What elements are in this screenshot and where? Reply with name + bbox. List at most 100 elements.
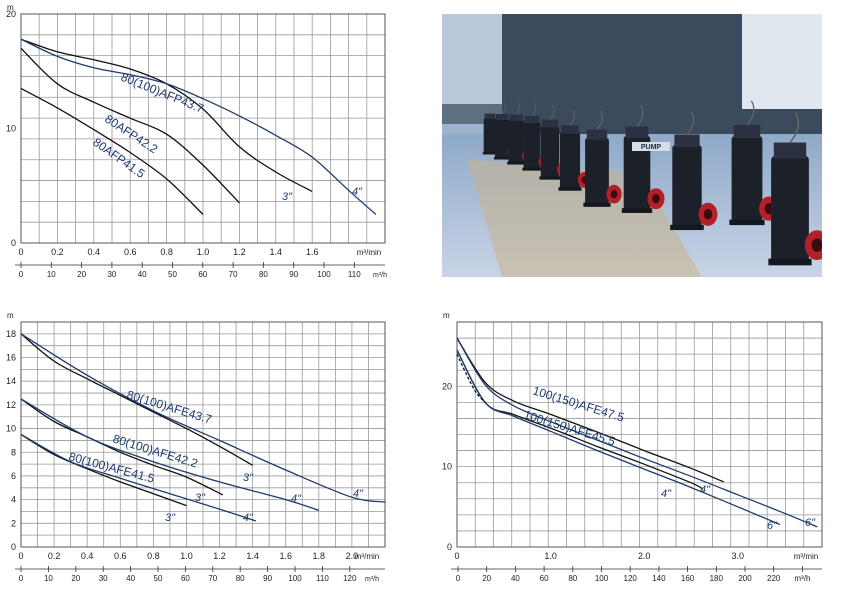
x-tick-label: 1.6 — [279, 551, 292, 561]
pump-body — [672, 145, 702, 229]
pump-photo-icon: PUMP — [442, 14, 822, 277]
secondary-tick-label: 10 — [47, 270, 56, 279]
pump-motor-top — [509, 114, 523, 122]
secondary-tick-label: 110 — [316, 574, 329, 583]
series-line-4 — [456, 353, 486, 403]
pump-cable — [686, 111, 695, 135]
secondary-tick-label: 30 — [107, 270, 116, 279]
pump-motor-top — [625, 126, 649, 138]
secondary-tick-label: 120 — [624, 574, 638, 583]
secondary-tick-label: 60 — [198, 270, 207, 279]
pump-body — [523, 122, 541, 170]
y-tick-label: 8 — [11, 447, 16, 457]
secondary-tick-label: 180 — [710, 574, 724, 583]
pump-motor-top — [733, 125, 761, 139]
secondary-tick-label: m³/h — [794, 574, 810, 583]
pump-photo: PUMP — [442, 14, 822, 277]
x-tick-label: 0.2 — [51, 247, 64, 257]
pump-cable — [489, 103, 494, 114]
pump-motor-top — [674, 134, 700, 148]
secondary-tick-label: 110 — [348, 270, 361, 279]
pump-motor-top — [484, 113, 496, 119]
secondary-tick-label: 10 — [44, 574, 53, 583]
size-label-6in: 6" — [767, 520, 778, 532]
pump-curve-chart-afe-80: 0 2 4 6 8 10 12 14 16 18 m 0 0.2 0.4 0.6 0.8 1.0 1.2 1.4 1.… — [6, 311, 386, 583]
pump-body — [508, 120, 524, 164]
secondary-tick-label: 100 — [288, 574, 302, 583]
secondary-tick-label: 60 — [181, 574, 190, 583]
series-line-5 — [20, 433, 257, 522]
secondary-tick-label: 80 — [259, 270, 268, 279]
y-axis-label: m — [7, 3, 14, 12]
pump-cable — [746, 100, 755, 126]
secondary-unit-label: m³/h — [373, 272, 387, 279]
secondary-tick-label: 0 — [19, 270, 24, 279]
pump-motor-top — [542, 119, 558, 128]
pump-curve-chart-afe-100: 0 10 20 m 0 1.0 2.0 3.0 m³/min 0 20 40 60 80 100 120 140… — [442, 311, 823, 583]
x-unit-label: m³/min — [794, 552, 818, 561]
secondary-tick-label: 140 — [652, 574, 666, 583]
pump-body — [731, 136, 763, 224]
secondary-tick-label: 50 — [168, 270, 177, 279]
pump-motor-top — [586, 129, 608, 140]
container-wall — [442, 14, 502, 104]
series-line-1 — [20, 38, 377, 215]
y-tick-label: 18 — [6, 329, 16, 339]
y-tick-label: 20 — [6, 9, 16, 19]
secondary-tick-label: 70 — [229, 270, 238, 279]
series-line-1 — [456, 337, 818, 528]
secondary-unit-label: m³/h — [365, 576, 379, 583]
y-tick-label: 0 — [11, 542, 16, 552]
size-label-4in: 4" — [352, 186, 363, 198]
x-tick-label: 0.6 — [124, 247, 137, 257]
secondary-tick-label: 100 — [317, 270, 331, 279]
pump-body — [771, 156, 809, 264]
pump-body — [540, 126, 560, 179]
y-tick-label: 0 — [11, 238, 16, 248]
pump-motor-top — [524, 116, 540, 124]
size-label-3in: 3" — [195, 492, 206, 504]
pump-body — [483, 118, 497, 154]
series-label-80-100-afe41-5: 80(100)AFE41.5 — [67, 449, 156, 485]
secondary-tick-label: 40 — [126, 574, 135, 583]
pump-cable — [531, 102, 537, 117]
pump-motor-top — [773, 142, 807, 159]
y-tick-label: 12 — [6, 400, 16, 410]
y-tick-label: 2 — [11, 518, 16, 528]
secondary-tick-label: 120 — [343, 574, 357, 583]
secondary-tick-label: 40 — [138, 270, 147, 279]
x-unit-label: m³/min — [355, 552, 379, 561]
y-tick-label: 14 — [6, 376, 16, 386]
pump-body — [559, 132, 581, 190]
pump-motor-top — [561, 125, 579, 134]
pump-body — [495, 119, 509, 159]
pump-cable — [501, 102, 506, 115]
series-line-2 — [20, 47, 240, 204]
x-tick-label: 2.0 — [346, 551, 359, 561]
secondary-tick-label: 80 — [236, 574, 245, 583]
size-label-3in: 3" — [282, 191, 293, 203]
secondary-tick-label: 20 — [71, 574, 80, 583]
secondary-tick-label: 200 — [738, 574, 752, 583]
x-tick-label: 0.6 — [114, 551, 127, 561]
x-tick-label: 0 — [454, 551, 459, 561]
pump-cable — [596, 110, 603, 130]
y-tick-label: 10 — [6, 124, 16, 134]
y-axis-label: m — [443, 311, 450, 320]
x-tick-label: 1.2 — [233, 247, 246, 257]
series-line-3 — [20, 398, 320, 511]
series-line-1 — [20, 333, 386, 503]
y-tick-label: 10 — [6, 424, 16, 434]
series-line-0 — [20, 333, 253, 466]
x-tick-label: 0.2 — [48, 551, 61, 561]
x-tick-label: 1.0 — [544, 551, 557, 561]
pump-cable — [569, 109, 575, 126]
series-line-4 — [20, 433, 187, 507]
secondary-tick-label: 60 — [540, 574, 549, 583]
x-tick-label: 0 — [18, 551, 23, 561]
secondary-tick-label: 160 — [681, 574, 695, 583]
y-tick-label: 4 — [11, 495, 16, 505]
size-label-3in: 3" — [165, 512, 176, 524]
